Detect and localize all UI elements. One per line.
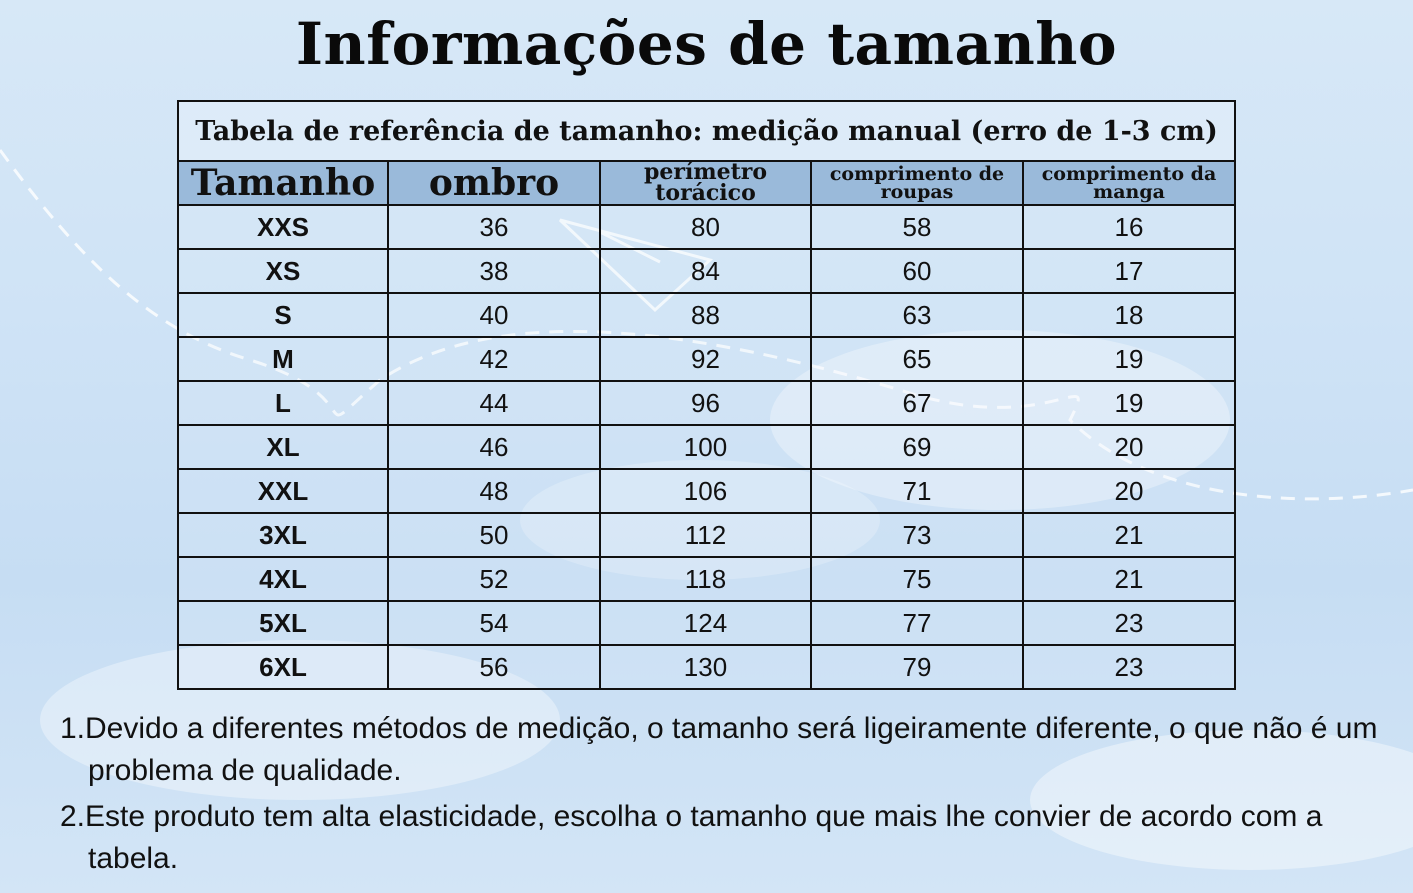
- measurement-cell: 84: [599, 248, 812, 294]
- table-row: XL 46 100 69 20: [177, 424, 1237, 470]
- measurement-cell: 20: [1021, 424, 1237, 470]
- size-cell: XL: [177, 424, 389, 470]
- measurement-cell: 112: [599, 512, 812, 558]
- table-row: XXS 36 80 58 16: [177, 204, 1237, 250]
- table-row: 5XL 54 124 77 23: [177, 600, 1237, 646]
- size-cell: S: [177, 292, 389, 338]
- size-cell: XXL: [177, 468, 389, 514]
- size-cell: 3XL: [177, 512, 389, 558]
- measurement-cell: 100: [599, 424, 812, 470]
- measurement-cell: 23: [1021, 644, 1237, 690]
- measurement-cell: 16: [1021, 204, 1237, 250]
- measurement-cell: 65: [810, 336, 1024, 382]
- measurement-cell: 130: [599, 644, 812, 690]
- measurement-cell: 54: [387, 600, 601, 646]
- measurement-cell: 18: [1021, 292, 1237, 338]
- size-cell: M: [177, 336, 389, 382]
- measurement-cell: 96: [599, 380, 812, 426]
- measurement-cell: 79: [810, 644, 1024, 690]
- table-row: XS 38 84 60 17: [177, 248, 1237, 294]
- measurement-cell: 56: [387, 644, 601, 690]
- measurement-cell: 36: [387, 204, 601, 250]
- size-cell: XS: [177, 248, 389, 294]
- measurement-cell: 124: [599, 600, 812, 646]
- measurement-cell: 77: [810, 600, 1024, 646]
- header-shoulder: ombro: [387, 160, 601, 206]
- measurement-cell: 92: [599, 336, 812, 382]
- table-header-row: Tamanho ombro perímetro torácico comprim…: [177, 160, 1237, 206]
- notes: 1.Devido a diferentes métodos de medição…: [60, 708, 1400, 884]
- table-row: XXL 48 106 71 20: [177, 468, 1237, 514]
- table-body: XXS 36 80 58 16 XS 38 84 60 17 S 40 88 63 18 M 42 92 65 19 L…: [177, 204, 1237, 690]
- measurement-cell: 80: [599, 204, 812, 250]
- measurement-cell: 44: [387, 380, 601, 426]
- measurement-cell: 48: [387, 468, 601, 514]
- measurement-cell: 67: [810, 380, 1024, 426]
- measurement-cell: 17: [1021, 248, 1237, 294]
- measurement-cell: 69: [810, 424, 1024, 470]
- measurement-cell: 75: [810, 556, 1024, 602]
- measurement-cell: 20: [1021, 468, 1237, 514]
- measurement-cell: 63: [810, 292, 1024, 338]
- measurement-cell: 23: [1021, 600, 1237, 646]
- measurement-cell: 52: [387, 556, 601, 602]
- measurement-cell: 46: [387, 424, 601, 470]
- measurement-cell: 73: [810, 512, 1024, 558]
- measurement-cell: 21: [1021, 512, 1237, 558]
- table-caption: Tabela de referência de tamanho: medição…: [176, 100, 1237, 162]
- table-row: 6XL 56 130 79 23: [177, 644, 1237, 690]
- measurement-cell: 71: [810, 468, 1024, 514]
- size-cell: 4XL: [177, 556, 389, 602]
- size-cell: XXS: [177, 204, 389, 250]
- size-cell: 5XL: [177, 600, 389, 646]
- measurement-cell: 19: [1021, 380, 1237, 426]
- measurement-cell: 58: [810, 204, 1024, 250]
- size-cell: L: [177, 380, 389, 426]
- measurement-cell: 19: [1021, 336, 1237, 382]
- size-table: Tabela de referência de tamanho: medição…: [176, 100, 1237, 690]
- measurement-cell: 50: [387, 512, 601, 558]
- table-row: S 40 88 63 18: [177, 292, 1237, 338]
- header-length: comprimento de roupas: [810, 160, 1024, 206]
- page-title: Informações de tamanho: [295, 10, 1118, 78]
- table-row: 3XL 50 112 73 21: [177, 512, 1237, 558]
- measurement-cell: 118: [599, 556, 812, 602]
- table-row: L 44 96 67 19: [177, 380, 1237, 426]
- size-cell: 6XL: [177, 644, 389, 690]
- measurement-cell: 40: [387, 292, 601, 338]
- measurement-cell: 88: [599, 292, 812, 338]
- note-2: 2.Este produto tem alta elasticidade, es…: [60, 800, 1323, 875]
- measurement-cell: 38: [387, 248, 601, 294]
- header-chest: perímetro torácico: [599, 160, 812, 206]
- table-row: M 42 92 65 19: [177, 336, 1237, 382]
- measurement-cell: 106: [599, 468, 812, 514]
- header-sleeve: comprimento da manga: [1021, 160, 1237, 206]
- header-size: Tamanho: [177, 160, 389, 206]
- measurement-cell: 60: [810, 248, 1024, 294]
- measurement-cell: 42: [387, 336, 601, 382]
- note-1: 1.Devido a diferentes métodos de medição…: [60, 712, 1378, 787]
- table-row: 4XL 52 118 75 21: [177, 556, 1237, 602]
- measurement-cell: 21: [1021, 556, 1237, 602]
